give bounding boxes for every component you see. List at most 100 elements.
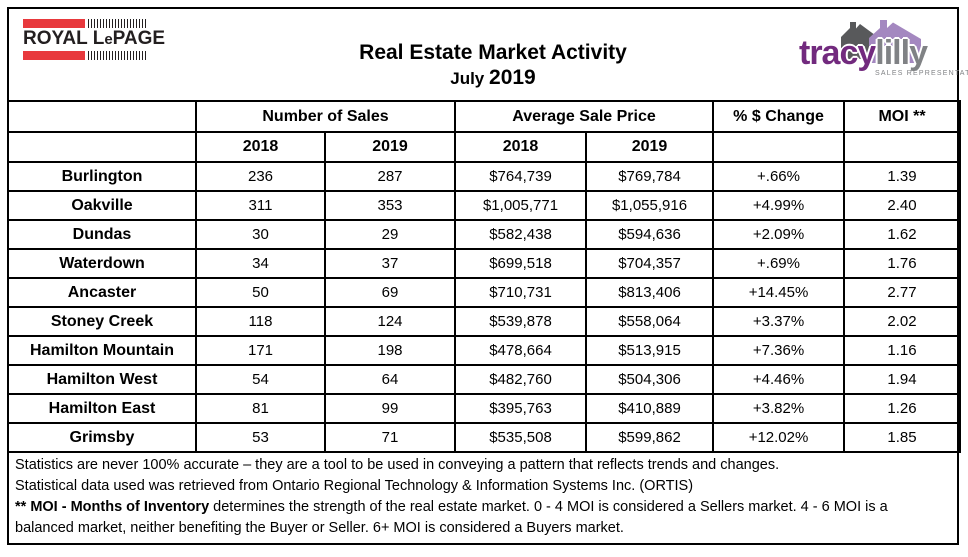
sales-2019-value: 353: [323, 190, 457, 221]
stripe-pattern: [88, 51, 148, 60]
table-year-header-row: 2018 2019 2018 2019: [7, 131, 962, 163]
sales-2018-value: 34: [195, 248, 326, 279]
royal-lepage-bottom-bar: [23, 51, 149, 60]
price-2019-value: $1,055,916: [585, 190, 715, 221]
moi-value: 1.26: [843, 393, 962, 424]
price-2018-value: $764,739: [454, 161, 588, 192]
price-2019-value: $504,306: [585, 364, 715, 395]
percent-change-value: +4.46%: [712, 364, 846, 395]
price-2019-header: 2019: [585, 131, 715, 163]
wordmark-part3: PAGE: [112, 28, 166, 49]
tracy-lilly-logo: tracylilly SALES REPRESENTATIVE: [799, 11, 968, 91]
wordmark-small-e: e: [104, 31, 113, 48]
tracy-lilly-wordmark: tracylilly: [799, 34, 928, 72]
table-row: Waterdown 34 37 $699,518 $704,357 +.69% …: [7, 248, 962, 279]
red-bar: [23, 19, 85, 28]
percent-change-value: +3.37%: [712, 306, 846, 337]
sales-2019-value: 99: [323, 393, 457, 424]
region-name: Dundas: [7, 219, 197, 250]
page-title: Real Estate Market Activity: [359, 41, 627, 64]
moi-definition-bold: ** MOI - Months of Inventory: [15, 499, 210, 515]
moi-value: 1.39: [843, 161, 962, 192]
price-2019-value: $558,064: [585, 306, 715, 337]
wordmark-part1: ROYAL L: [23, 28, 105, 49]
table-row: Grimsby 53 71 $535,508 $599,862 +12.02% …: [7, 422, 962, 453]
royal-lepage-top-bar: [23, 19, 149, 28]
price-2019-value: $599,862: [585, 422, 715, 453]
moi-value: 2.77: [843, 277, 962, 308]
market-activity-table: Number of Sales Average Sale Price % $ C…: [7, 100, 962, 453]
region-name: Burlington: [7, 161, 197, 192]
region-name: Oakville: [7, 190, 197, 221]
price-2018-value: $539,878: [454, 306, 588, 337]
sales-2019-value: 124: [323, 306, 457, 337]
moi-value: 1.94: [843, 364, 962, 395]
report-page: ROYAL LePAGE Real Estate Market Activity…: [7, 7, 968, 545]
moi-value: 2.40: [843, 190, 962, 221]
wordmark-lilly: lilly: [875, 34, 928, 72]
houses-icon: [841, 20, 921, 63]
region-name: Waterdown: [7, 248, 197, 279]
region-name: Ancaster: [7, 277, 197, 308]
percent-change-value: +7.36%: [712, 335, 846, 366]
moi-header: MOI **: [843, 100, 962, 133]
percent-change-value: +3.82%: [712, 393, 846, 424]
royal-lepage-logo: ROYAL LePAGE: [23, 19, 165, 60]
footnote-moi-definition: ** MOI - Months of Inventory determines …: [15, 497, 949, 539]
blank-cell: [712, 131, 846, 163]
price-2019-value: $704,357: [585, 248, 715, 279]
red-bar: [23, 51, 85, 60]
region-header-blank: [7, 100, 197, 133]
table-row: Hamilton East 81 99 $395,763 $410,889 +3…: [7, 393, 962, 424]
sales-2019-value: 198: [323, 335, 457, 366]
royal-lepage-wordmark: ROYAL LePAGE: [23, 28, 165, 51]
sales-representative-tagline: SALES REPRESENTATIVE: [875, 70, 968, 77]
sales-2019-value: 29: [323, 219, 457, 250]
table-group-header-row: Number of Sales Average Sale Price % $ C…: [7, 100, 962, 133]
percent-change-value: +.66%: [712, 161, 846, 192]
title-block: Real Estate Market Activity July 2019: [193, 41, 793, 92]
table-row: Stoney Creek 118 124 $539,878 $558,064 +…: [7, 306, 962, 337]
sales-2018-value: 81: [195, 393, 326, 424]
moi-definition-rest: determines the strength of the real esta…: [15, 499, 888, 536]
sales-2019-value: 64: [323, 364, 457, 395]
moi-value: 1.16: [843, 335, 962, 366]
sales-2018-value: 50: [195, 277, 326, 308]
blank-cell: [843, 131, 962, 163]
region-name: Hamilton East: [7, 393, 197, 424]
sales-2019-value: 287: [323, 161, 457, 192]
table-row: Hamilton Mountain 171 198 $478,664 $513,…: [7, 335, 962, 366]
sales-2019-value: 71: [323, 422, 457, 453]
percent-change-value: +14.45%: [712, 277, 846, 308]
footnote-line-1: Statistics are never 100% accurate – the…: [15, 457, 780, 473]
percent-change-value: +2.09%: [712, 219, 846, 250]
price-2019-value: $813,406: [585, 277, 715, 308]
table-row: Ancaster 50 69 $710,731 $813,406 +14.45%…: [7, 277, 962, 308]
percent-change-value: +4.99%: [712, 190, 846, 221]
sales-2018-value: 30: [195, 219, 326, 250]
table-row: Hamilton West 54 64 $482,760 $504,306 +4…: [7, 364, 962, 395]
sales-2018-value: 236: [195, 161, 326, 192]
price-2018-value: $395,763: [454, 393, 588, 424]
price-2018-value: $478,664: [454, 335, 588, 366]
price-2019-value: $594,636: [585, 219, 715, 250]
footnotes: Statistics are never 100% accurate – the…: [15, 455, 949, 539]
sales-2018-value: 54: [195, 364, 326, 395]
purple-house-icon: [869, 20, 921, 63]
price-2018-value: $1,005,771: [454, 190, 588, 221]
percent-change-header: % $ Change: [712, 100, 846, 133]
average-sale-price-header: Average Sale Price: [454, 100, 715, 133]
price-2018-header: 2018: [454, 131, 588, 163]
price-2019-value: $513,915: [585, 335, 715, 366]
price-2019-value: $769,784: [585, 161, 715, 192]
subtitle-month: July: [450, 69, 485, 88]
region-name: Grimsby: [7, 422, 197, 453]
sales-2019-header: 2019: [323, 131, 457, 163]
stripe-pattern: [88, 19, 148, 28]
region-name: Hamilton West: [7, 364, 197, 395]
region-name: Stoney Creek: [7, 306, 197, 337]
sales-2018-header: 2018: [195, 131, 326, 163]
subtitle-year: 2019: [489, 66, 536, 89]
moi-value: 2.02: [843, 306, 962, 337]
wordmark-tracy: tracy: [799, 34, 876, 72]
